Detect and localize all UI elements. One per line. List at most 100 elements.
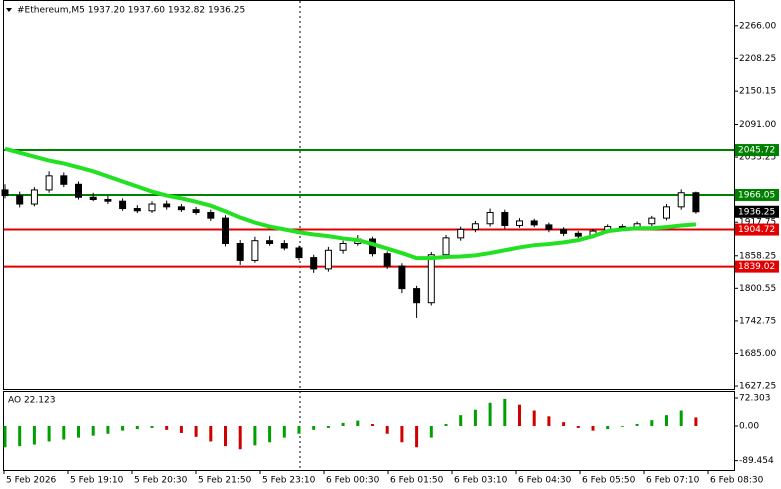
ao-bar xyxy=(326,425,330,428)
ao-bar xyxy=(209,425,213,442)
candle-body xyxy=(104,199,112,202)
candle-body xyxy=(574,232,582,237)
ao-bar xyxy=(473,409,477,426)
y-tick-label: 72.303 xyxy=(739,393,771,403)
candle-body xyxy=(486,211,494,225)
ao-bar xyxy=(194,425,198,437)
candle-body xyxy=(530,220,538,226)
ao-bar xyxy=(620,425,624,427)
ao-bar xyxy=(665,415,668,426)
y-tick-label: 1627.25 xyxy=(739,382,776,392)
candle-body xyxy=(560,228,568,234)
candle-body xyxy=(324,249,332,270)
y-tick-label: 1800.55 xyxy=(739,284,776,294)
ao-bar xyxy=(606,425,610,430)
level-tag xyxy=(735,188,779,201)
level-label: 1839.02 xyxy=(738,262,775,272)
candle-body xyxy=(45,175,53,191)
ao-bar xyxy=(635,424,639,426)
ao-bar xyxy=(91,425,95,436)
ao-bar xyxy=(62,425,66,440)
ao-bar xyxy=(150,425,154,428)
candle-body xyxy=(692,192,700,213)
x-tick-label: 6 Feb 08:30 xyxy=(710,476,764,486)
x-tick-label: 5 Feb 19:10 xyxy=(70,476,124,486)
ao-bar xyxy=(312,425,316,430)
ao-bar xyxy=(679,410,683,426)
ao-bar xyxy=(165,425,169,430)
level-tag xyxy=(735,223,779,236)
price-tag xyxy=(735,205,779,218)
level-label: 1904.72 xyxy=(738,225,775,235)
level-tag xyxy=(735,144,779,157)
ao-bar xyxy=(3,425,7,448)
candle-body xyxy=(30,189,38,205)
ao-bar xyxy=(576,425,580,428)
candle-body xyxy=(163,203,171,208)
y-tick-label: 1685.00 xyxy=(739,349,776,359)
y-tick-label: 1742.75 xyxy=(739,316,776,326)
candle-body xyxy=(295,247,303,259)
ao-bar xyxy=(694,417,698,426)
ao-bar xyxy=(297,425,301,434)
level-tag xyxy=(735,260,779,273)
candle-body xyxy=(457,228,465,239)
menu-arrow xyxy=(6,8,12,12)
ao-bar xyxy=(591,425,595,431)
level-label: 2045.72 xyxy=(738,146,775,156)
ao-bar xyxy=(650,420,654,426)
candle-body xyxy=(427,254,435,304)
candle-body xyxy=(310,257,318,270)
x-tick-label: 6 Feb 00:30 xyxy=(326,476,380,486)
ao-bar xyxy=(47,425,51,442)
x-tick-label: 6 Feb 04:30 xyxy=(518,476,572,486)
x-tick-label: 5 Feb 21:50 xyxy=(198,476,252,486)
x-tick-label: 6 Feb 01:50 xyxy=(390,476,444,486)
ao-bar xyxy=(488,402,492,426)
chart-title: #Ethereum,M5 1937.20 1937.60 1932.82 193… xyxy=(17,6,245,16)
y-tick-label: 2091.00 xyxy=(739,120,776,130)
ao-bar xyxy=(179,425,183,433)
ao-bar xyxy=(18,425,22,447)
x-tick-label: 5 Feb 23:10 xyxy=(262,476,316,486)
y-tick-label: 2266.00 xyxy=(739,21,776,31)
y-tick-label: 1858.25 xyxy=(739,251,776,261)
candle-body xyxy=(60,175,68,185)
candle-body xyxy=(442,237,450,256)
ao-bar xyxy=(400,425,404,443)
y-tick-label: 0.00 xyxy=(739,421,759,431)
candle-body xyxy=(222,217,229,244)
indicator-label: AO 22.123 xyxy=(8,396,55,406)
ao-bar xyxy=(106,425,110,434)
price-label: 1936.25 xyxy=(738,207,775,217)
candle-body xyxy=(236,243,244,261)
y-tick-label: -89.454 xyxy=(739,456,774,466)
ao-bar xyxy=(268,425,272,443)
ao-bar xyxy=(32,425,36,445)
candle-body xyxy=(148,203,156,212)
candle-body xyxy=(471,223,479,230)
x-tick-label: 6 Feb 03:10 xyxy=(454,476,508,486)
ao-bar xyxy=(415,425,419,448)
ao-bar xyxy=(282,425,286,438)
candle-body xyxy=(251,240,259,261)
y-tick-label: 2033.25 xyxy=(739,153,776,163)
candle-body xyxy=(133,208,141,212)
y-tick-label: 2150.15 xyxy=(739,87,776,97)
ao-bar xyxy=(503,398,507,426)
candle-body xyxy=(677,192,685,208)
y-tick-label: 1917.75 xyxy=(739,218,776,228)
ao-bar xyxy=(135,425,139,430)
x-tick-label: 5 Feb 2026 xyxy=(6,476,57,486)
level-label: 1966.05 xyxy=(738,190,775,200)
ao-bar xyxy=(532,410,536,426)
candle-body xyxy=(192,209,200,213)
candle-body xyxy=(89,196,97,201)
candle-body xyxy=(516,220,523,226)
ao-bar xyxy=(459,415,463,426)
ao-bar xyxy=(77,425,80,438)
candle-body xyxy=(207,211,215,219)
candle-body xyxy=(663,206,670,219)
x-tick-label: 5 Feb 20:30 xyxy=(134,476,188,486)
